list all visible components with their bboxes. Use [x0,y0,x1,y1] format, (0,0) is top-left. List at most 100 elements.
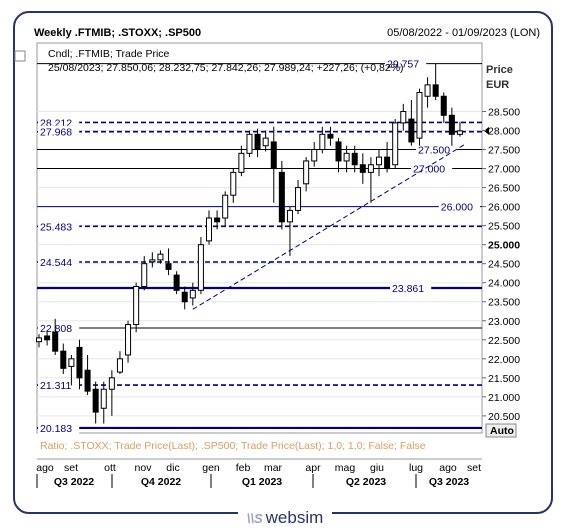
trendline-dashed [192,143,467,310]
x-month-label: set [64,462,78,474]
x-month-label: ott [104,462,116,474]
candle-body [133,286,140,326]
candle-body [432,84,439,97]
candle-body [230,171,237,196]
candle-body [60,350,67,369]
logo-text: websim [265,508,324,527]
y-tick-label: 28.000 [488,126,520,138]
candle-body [335,141,342,162]
level-label-bg [416,143,458,156]
y-tick-label: 21.500 [488,373,520,385]
level-label-bg [385,57,427,70]
websim-logo: \\S websim [238,507,332,529]
candle-body [116,358,123,373]
candle-body [92,388,99,413]
level-label-bg [38,220,80,233]
current-price-marker [484,126,489,135]
y-tick-label: 20.500 [488,411,520,423]
candle-body [311,149,318,162]
level-label: 26.000 [441,202,473,214]
level-label-bg [38,256,80,269]
candle-body [262,137,269,147]
x-month-label: set [467,462,481,474]
candle-body [392,122,399,166]
level-label-bg [390,281,432,294]
candle-body [165,263,172,270]
x-month-label: gen [202,462,220,474]
trendline [192,126,489,310]
candle-body [246,133,253,154]
level-label-bg [38,125,80,138]
candle-body [448,114,455,135]
candle-body [303,160,310,185]
level-label-bg [38,379,80,392]
y-tick-label: 24.500 [488,259,520,271]
candle-body [375,156,383,166]
level-label-bg [38,322,80,335]
candle-body [367,164,374,173]
y-tick-label: 26.000 [488,202,520,214]
candle-body [254,133,261,151]
x-month-label: lug [409,462,423,474]
x-month-label: dic [166,462,179,474]
level-label: 29.757 [387,59,419,71]
x-month-label: nov [135,462,153,474]
candle-body [44,335,51,341]
candle-body [35,337,43,343]
candle-body [189,289,196,299]
y-axis: 20.500 21.000 21.500 22.000 22.500 23.000 23.5… [482,106,520,423]
candle-body [76,346,83,379]
candle-body [384,156,391,170]
candle-body [181,291,188,303]
x-month-label: feb [236,462,251,474]
candle-body [319,133,326,151]
x-quarter-label: Q1 2023 [242,476,282,488]
y-tick-label: 25.000 [488,240,520,252]
candle-body [440,95,447,116]
candle-body [278,171,285,223]
level-label: 24.544 [40,257,72,269]
x-month-label: mag [335,462,356,474]
y-tick-label: 23.500 [488,297,520,309]
candle-body [295,187,302,211]
level-label: 27.500 [418,145,450,157]
y-tick-label: 27.000 [488,164,520,176]
auto-button-label[interactable]: Auto [490,425,514,437]
candle-body [270,141,277,170]
plot-area[interactable] [36,42,483,434]
x-quarter-label: Q4 2022 [141,476,181,488]
support-resistance-lines: 29.75728.21227.96827.50027.00026.00025.4… [37,57,482,435]
level-label: 21.311 [40,380,71,392]
candle-body [149,259,156,263]
candle-body [157,253,164,261]
level-label-bg [438,200,480,213]
y-tick-label: 22.500 [488,335,520,347]
candle-body [327,133,334,139]
x-month-label: apr [305,462,321,474]
y-tick-label: 22.000 [488,354,520,366]
candles [35,63,463,424]
auto-button[interactable] [485,423,517,438]
candle-body [351,152,358,166]
legend-line-1: Cndl; .FTMIB; Trade Price [48,48,170,60]
x-month-label: ago [36,462,54,474]
candle-body [416,91,423,139]
y-tick-label: 28.500 [488,106,520,118]
level-label: 20.183 [40,423,72,435]
y-tick-label: 21.000 [488,392,520,404]
candle-body [408,118,415,143]
candle-body [108,377,115,390]
candle-body [456,130,463,135]
level-label-bg [411,162,453,175]
level-label: 27.968 [40,127,72,139]
candle-body [286,209,293,223]
candle-body [205,217,213,242]
legend-checkbox[interactable] [14,50,26,62]
y-tick-label: 24.000 [488,278,520,290]
logo-mark: \\S [246,510,263,526]
y-tick-label: 25.500 [488,221,520,233]
candle-body [197,244,204,291]
candle-body [52,331,59,352]
candle-body [173,274,180,291]
